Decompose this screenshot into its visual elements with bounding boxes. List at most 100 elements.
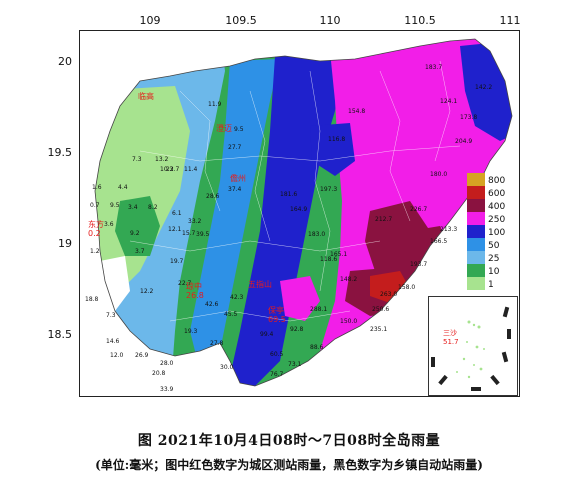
- station-rainfall-value: 27.7: [228, 144, 242, 151]
- city-name: 东方: [88, 219, 104, 229]
- station-rainfall-value: 42.6: [205, 301, 219, 308]
- station-rainfall-value: 197.3: [320, 186, 337, 193]
- station-rainfall-value: 1.6: [92, 184, 102, 191]
- city-name: 琼中: [186, 281, 202, 291]
- station-rainfall-value: 13.2: [155, 156, 169, 163]
- legend-level: 100: [467, 225, 527, 238]
- station-rainfall-value: 250.6: [372, 306, 389, 313]
- station-rainfall-value: 213.3: [440, 226, 457, 233]
- station-rainfall-value: 37.4: [228, 186, 242, 193]
- station-rainfall-value: 0.7: [90, 202, 100, 209]
- legend-label: 50: [488, 241, 500, 251]
- hainan-island-map: 1.6 4.4 7.3 13.2 0.7 9.5 3.4 8.2 3.6 22.7 11.9 6.1 9…: [85, 38, 513, 393]
- station-rainfall-value: 27.8: [210, 340, 224, 347]
- lon-tick-109-5: 109.5: [225, 14, 257, 27]
- station-rainfall-value: 12.0: [110, 352, 124, 359]
- station-rainfall-value: 165.1: [330, 251, 347, 258]
- lat-tick-19: 19: [58, 237, 72, 250]
- station-rainfall-value: 7.3: [132, 156, 142, 163]
- legend-swatch: [467, 251, 485, 264]
- station-rainfall-value: 9.5: [234, 126, 244, 133]
- lon-tick-111: 111: [499, 14, 521, 27]
- station-rainfall-value: 164.9: [290, 206, 307, 213]
- station-rainfall-value: 73.1: [288, 361, 302, 368]
- station-rainfall-value: 3.6: [104, 221, 114, 228]
- legend-label: 600: [488, 189, 506, 199]
- station-rainfall-value: 39.5: [196, 231, 210, 238]
- station-rainfall-value: 28.0: [160, 360, 174, 367]
- station-rainfall-value: 183.7: [425, 64, 442, 71]
- station-rainfall-value: 6.1: [172, 210, 182, 217]
- station-rainfall-value: 8.2: [148, 204, 158, 211]
- lon-tick-110: 110: [319, 14, 341, 27]
- inset-city-value: 51.7: [443, 338, 459, 346]
- city-rainfall-value: 0.2: [88, 229, 101, 238]
- legend-level: 25: [467, 251, 527, 264]
- station-rainfall-value: 12.2: [140, 288, 154, 295]
- station-rainfall-value: 154.8: [348, 108, 365, 115]
- lat-tick-20: 20: [58, 55, 72, 68]
- legend-label: 400: [488, 202, 506, 212]
- station-rainfall-value: 20.8: [152, 370, 166, 377]
- station-rainfall-value: 150.0: [340, 318, 357, 325]
- lon-tick-109: 109: [139, 14, 161, 27]
- station-rainfall-value: 19.3: [184, 328, 198, 335]
- south-china-sea-inset: 三沙 51.7: [428, 296, 518, 396]
- station-rainfall-value: 33.2: [188, 218, 202, 225]
- legend-label: 1: [488, 280, 494, 290]
- rainfall-map: 1.6 4.4 7.3 13.2 0.7 9.5 3.4 8.2 3.6 22.7 11.9 6.1 9…: [79, 30, 520, 397]
- station-rainfall-value: 158.0: [398, 284, 415, 291]
- legend-swatch: [467, 238, 485, 251]
- station-rainfall-value: 118.6: [320, 256, 337, 263]
- station-rainfall-value: 263.0: [380, 291, 397, 298]
- station-rainfall-value: 11.9: [208, 101, 222, 108]
- legend-level: 10: [467, 264, 527, 277]
- legend-swatch: [467, 173, 485, 186]
- caption-title: 图 2021年10月4日08时～7日08时全岛雨量: [137, 433, 441, 449]
- lon-tick-110-5: 110.5: [404, 14, 436, 27]
- station-rainfall-value: 28.6: [206, 193, 220, 200]
- city-name: 儋州: [230, 173, 246, 183]
- city-name: 五指山: [248, 279, 272, 289]
- station-rainfall-value: 226.7: [410, 206, 427, 213]
- station-rainfall-value: 180.0: [430, 171, 447, 178]
- inset-map: 三沙 51.7: [431, 306, 511, 391]
- station-rainfall-value: 30.0: [220, 364, 234, 371]
- city-name: 澄迈: [216, 123, 232, 133]
- station-rainfall-value: 166.5: [430, 238, 447, 245]
- station-rainfall-value: 42.3: [230, 294, 244, 301]
- legend-swatch: [467, 264, 485, 277]
- station-rainfall-value: 92.8: [290, 326, 304, 333]
- station-rainfall-value: 33.9: [160, 386, 174, 393]
- station-rainfall-value: 204.9: [455, 138, 472, 145]
- caption-note: (单位:毫米；图中红色数字为城区测站雨量，黑色数字为乡镇自动站雨量): [95, 458, 483, 472]
- station-rainfall-value: 173.8: [460, 114, 477, 121]
- station-rainfall-value: 1.2: [90, 248, 100, 255]
- city-name: 保亭: [268, 305, 284, 315]
- legend-swatch: [467, 186, 485, 199]
- rainfall-legend: 800 600 400 250 100 50 25 10 1: [467, 173, 527, 290]
- legend-swatch: [467, 212, 485, 225]
- station-rainfall-value: 22.7: [178, 280, 192, 287]
- station-rainfall-value: 11.4: [184, 166, 198, 173]
- station-rainfall-value: 235.1: [370, 326, 387, 333]
- station-rainfall-value: 26.9: [135, 352, 149, 359]
- station-rainfall-value: 12.1: [168, 226, 182, 233]
- station-rainfall-value: 7.3: [106, 312, 116, 319]
- station-rainfall-value: 212.7: [375, 216, 392, 223]
- station-rainfall-value: 116.8: [328, 136, 345, 143]
- legend-level: 600: [467, 186, 527, 199]
- station-rainfall-value: 183.0: [308, 231, 325, 238]
- station-rainfall-value: 99.4: [260, 331, 274, 338]
- legend-swatch: [467, 225, 485, 238]
- legend-level: 400: [467, 199, 527, 212]
- legend-label: 10: [488, 267, 500, 277]
- station-rainfall-value: 181.6: [280, 191, 297, 198]
- legend-label: 100: [488, 228, 506, 238]
- station-rainfall-value: 76.7: [270, 371, 284, 378]
- legend-swatch: [467, 199, 485, 212]
- station-rainfall-value: 22.7: [166, 166, 180, 173]
- inset-city-name: 三沙: [443, 329, 457, 337]
- station-rainfall-value: 9.5: [110, 202, 120, 209]
- station-rainfall-value: 15.7: [182, 230, 196, 237]
